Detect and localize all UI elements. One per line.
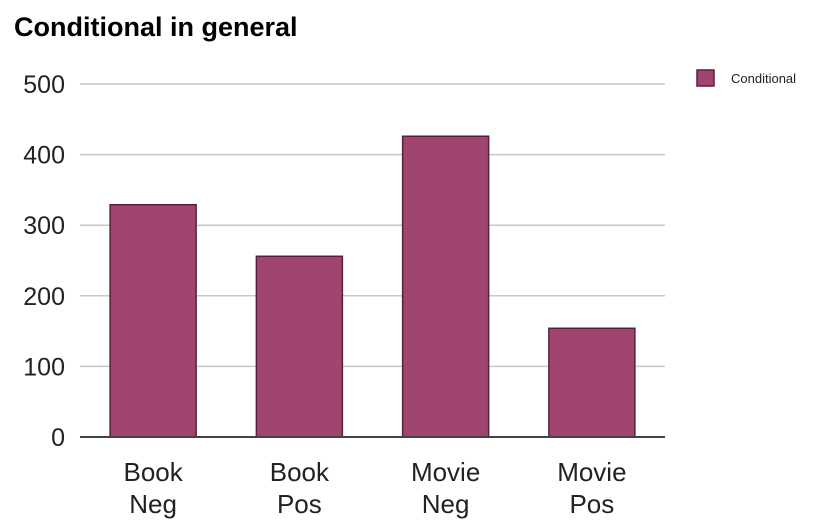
- y-tick-label: 200: [23, 283, 65, 311]
- bar: [255, 255, 344, 438]
- legend-swatch: [696, 69, 715, 87]
- bars: [109, 135, 636, 438]
- y-tick-label: 300: [23, 212, 65, 240]
- x-category-label: Book Neg: [123, 457, 183, 519]
- x-axis-categories: Book Neg Book Pos Movie Neg Movie Pos: [123, 457, 626, 519]
- x-category-label: Movie Neg: [411, 457, 480, 519]
- y-axis-ticks: 0 100 200 300 400 500: [23, 71, 65, 452]
- chart-title: Conditional in general: [14, 12, 298, 42]
- legend: Conditional: [696, 69, 796, 87]
- y-tick-label: 100: [23, 353, 65, 381]
- x-category-label: Movie Pos: [557, 457, 626, 519]
- bar: [548, 327, 636, 438]
- bar: [401, 135, 490, 438]
- x-category-label: Book Pos: [270, 457, 330, 519]
- bar: [109, 203, 197, 438]
- y-tick-label: 0: [51, 424, 65, 452]
- y-tick-label: 500: [23, 71, 65, 99]
- y-tick-label: 400: [23, 142, 65, 170]
- legend-label: Conditional: [731, 71, 796, 86]
